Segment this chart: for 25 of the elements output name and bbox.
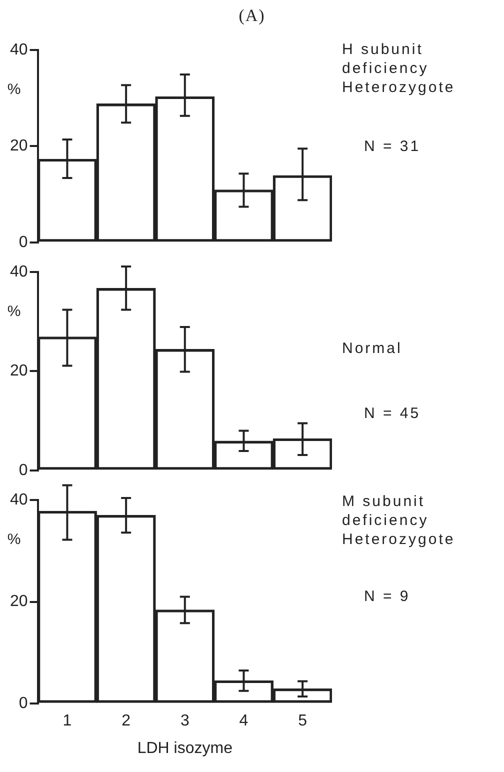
text: N = 45 bbox=[364, 404, 421, 423]
y-tick-label: 20 bbox=[10, 138, 28, 155]
chart-title: (A) bbox=[238, 5, 266, 27]
y-tick-label: 0 bbox=[18, 462, 28, 479]
text: M subunit deficiency Heterozygote bbox=[342, 492, 456, 549]
y-axis-title: % bbox=[7, 531, 21, 548]
y-axis-title: % bbox=[7, 303, 21, 320]
text: N = 31 bbox=[364, 137, 421, 156]
y-tick-label: 20 bbox=[10, 362, 28, 380]
x-tick-label: 4 bbox=[239, 712, 248, 730]
y-tick-label: 0 bbox=[18, 234, 28, 251]
text: Normal bbox=[342, 339, 402, 358]
y-tick-label: 20 bbox=[10, 593, 28, 610]
x-axis-title: LDH isozyme bbox=[137, 740, 233, 757]
x-tick-label: 2 bbox=[122, 712, 131, 730]
y-tick-label: 40 bbox=[10, 491, 28, 508]
y-tick-label: 40 bbox=[10, 263, 28, 280]
x-tick-label: 5 bbox=[298, 712, 308, 730]
x-tick-label: 3 bbox=[180, 712, 190, 730]
text: H subunit deficiency Heterozygote bbox=[342, 40, 456, 97]
y-tick-label: 0 bbox=[18, 695, 28, 712]
y-axis-title: % bbox=[7, 81, 21, 98]
y-tick-label: 40 bbox=[10, 41, 28, 58]
text: N = 9 bbox=[364, 587, 410, 606]
x-tick-label: 1 bbox=[62, 712, 72, 730]
